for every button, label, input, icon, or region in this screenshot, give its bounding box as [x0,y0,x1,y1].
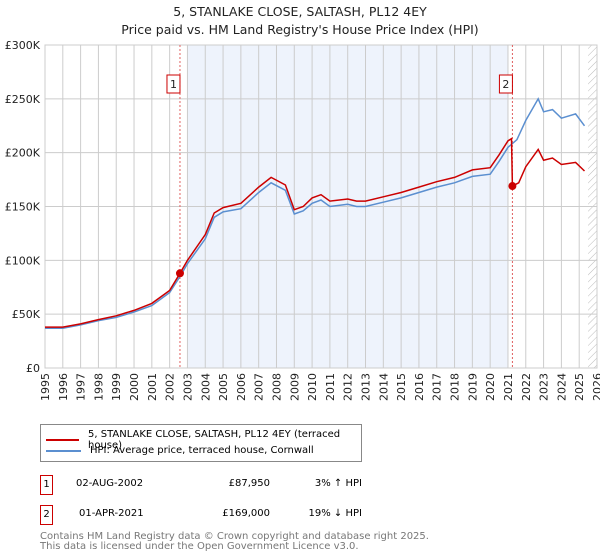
sale-point [508,182,517,191]
sale-point [175,269,184,278]
x-tick-label: 2010 [306,373,319,401]
x-tick-label: 1995 [39,373,52,401]
x-tick-label: 2006 [235,373,248,401]
y-tick-label: £50K [12,308,41,321]
sale-badge [498,74,513,94]
chart-title: 5, STANLAKE CLOSE, SALTASH, PL12 4EY [173,4,427,19]
x-tick-label: 2002 [164,373,177,401]
hpi-line [45,97,586,329]
x-tick-label: 2004 [199,373,212,401]
x-tick-label: 2007 [253,373,266,401]
x-tick-label: 2023 [538,373,551,401]
y-tick-label: £0 [26,362,40,375]
x-tick-label: 2005 [217,373,230,401]
legend-label-hpi: HPI: Average price, terraced house, Corn… [90,445,314,456]
x-tick-label: 2019 [466,373,479,401]
x-tick-label: 2018 [449,373,462,401]
x-tick-label: 2014 [377,373,390,401]
y-tick-label: £200K [5,147,41,160]
x-tick-label: 2025 [573,373,586,401]
footer-copyright: Contains HM Land Registry data © Crown c… [40,531,429,542]
x-tick-label: 2022 [520,373,533,401]
legend: 5, STANLAKE CLOSE, SALTASH, PL12 4EY (te… [40,424,362,462]
transaction-badge: 2 [40,505,53,525]
footer-licence: This data is licensed under the Open Gov… [40,541,359,552]
x-tick-label: 2013 [360,373,373,401]
y-tick-label: £300K [5,39,41,52]
x-tick-label: 1998 [92,373,105,401]
chart-subtitle: Price paid vs. HM Land Registry's House … [121,22,479,37]
x-tick-label: 2000 [128,373,141,401]
x-tick-label: 2017 [431,373,444,401]
x-tick-label: 2016 [413,373,426,401]
transaction-row: 1 02-AUG-2002 £87,950 3% ↑ HPI [40,475,440,495]
x-tick-label: 2009 [288,373,301,401]
x-tick-label: 1999 [110,373,123,401]
transaction-date: 01-APR-2021 [79,508,144,519]
chart-plot: 1995 1996 1997 1998 1999 2000 2001 2002 2003 2004… [5,39,600,401]
x-tick-label: 2015 [395,373,408,401]
transaction-hpi: 3% ↑ HPI [314,478,362,489]
x-tick-label: 1996 [57,373,70,401]
x-tick-label: 2026 [591,373,600,401]
legend-swatch-red [46,439,80,441]
legend-swatch-blue [46,449,81,452]
legend-label-property: 5, STANLAKE CLOSE, SALTASH, PL12 4EY (te… [88,429,341,451]
transaction-price: £87,950 [228,478,270,489]
y-tick-label: £100K [5,254,41,267]
x-tick-label: 2008 [270,373,283,401]
footer: Contains HM Land Registry data © Crown c… [40,532,429,552]
x-tick-label: 2011 [324,373,337,401]
x-tick-label: 2020 [484,373,497,401]
y-tick-label: £150K [5,201,41,214]
sale-badge-label: 2 [502,78,509,91]
x-tick-label: 2001 [146,373,159,401]
x-tick-label: 2003 [181,373,194,401]
transaction-badge: 1 [40,475,53,495]
x-tick-label: 1997 [75,373,88,401]
plot-frame [44,44,598,369]
sale-badge [166,74,181,94]
y-tick-label: £250K [5,93,41,106]
transaction-price: £169,000 [222,508,270,519]
sale-badge-label: 1 [170,78,177,91]
transaction-hpi: 19% ↓ HPI [308,508,362,519]
transaction-row: 2 01-APR-2021 £169,000 19% ↓ HPI [40,505,440,525]
price-paid-line [45,137,586,328]
transaction-date: 02-AUG-2002 [76,478,144,489]
x-tick-label: 2024 [555,373,568,401]
x-tick-label: 2012 [342,373,355,401]
x-tick-label: 2021 [502,373,515,401]
